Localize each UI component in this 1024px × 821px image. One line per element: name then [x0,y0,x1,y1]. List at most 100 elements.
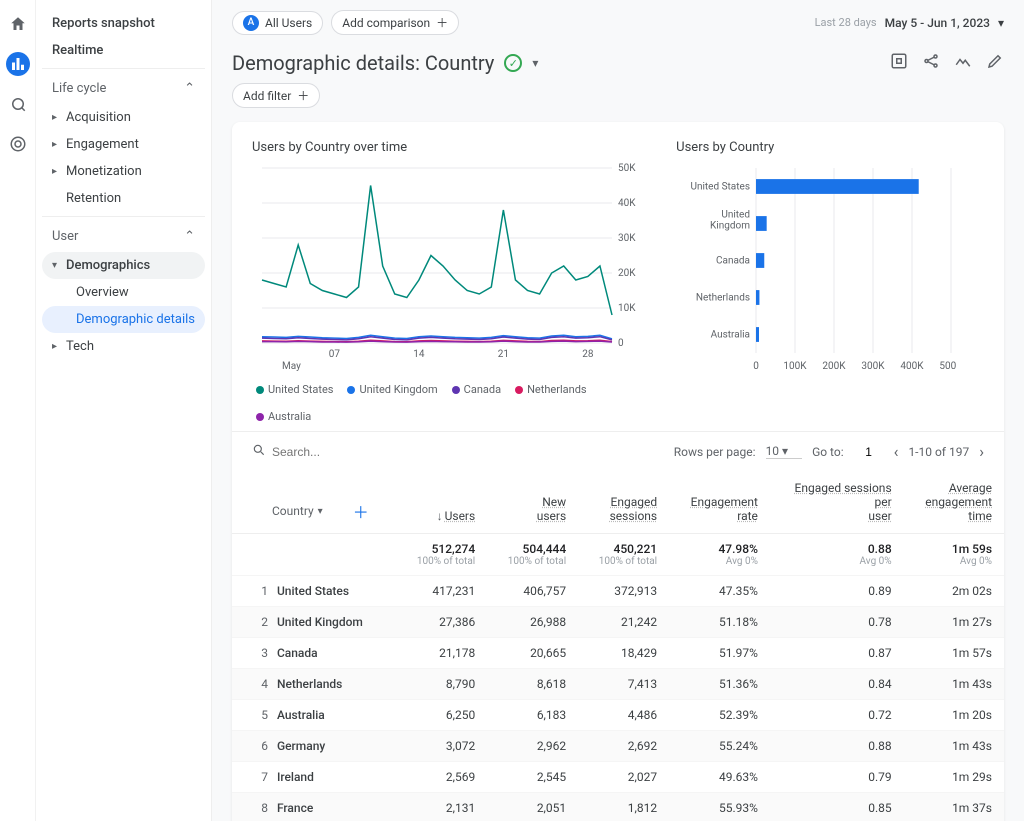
value-cell: 0.89 [770,576,904,607]
table-row[interactable]: 2 United Kingdom27,38626,98821,24251.18%… [232,607,1004,638]
value-cell: 21,242 [578,607,669,638]
totals-cell: 512,274100% of total [396,534,487,576]
value-cell: 2,962 [487,731,578,762]
column-header[interactable]: Engaged sessionsperuser [770,471,904,534]
legend-item[interactable]: Netherlands [515,383,587,396]
lifecycle-label: Life cycle [52,81,106,96]
nav-label: Monetization [66,164,142,179]
goto-label: Go to: [812,445,844,459]
value-cell: 2,051 [487,793,578,821]
country-cell: 5 Australia [232,700,396,731]
svg-text:40K: 40K [618,198,636,209]
nav-demographic-details[interactable]: Demographic details [42,306,205,333]
search-box[interactable] [252,443,658,460]
value-cell: 1m 57s [904,638,1004,669]
value-cell: 51.18% [669,607,770,638]
legend-item[interactable]: Canada [452,383,501,396]
sidebar: Reports snapshot Realtime Life cycle⌃ ▸A… [36,0,211,821]
svg-text:14: 14 [413,349,425,360]
table-row[interactable]: 3 Canada21,17820,66518,42951.97%0.871m 5… [232,638,1004,669]
share-icon[interactable] [922,52,940,74]
nav-monetization[interactable]: ▸Monetization [42,158,205,185]
legend-item[interactable]: United States [256,383,333,396]
country-column-label: Country [272,504,314,518]
nav-retention[interactable]: Retention [42,185,205,212]
value-cell: 406,757 [487,576,578,607]
date-range-picker[interactable]: Last 28 days May 5 - Jun 1, 2023 ▾ [815,16,1004,30]
next-page-icon[interactable]: › [979,442,984,461]
chevron-down-icon[interactable]: ▾ [318,506,323,517]
chevron-down-icon[interactable]: ▾ [532,56,538,70]
column-header[interactable]: Newusers [487,471,578,534]
totals-cell: 0.88Avg 0% [770,534,904,576]
svg-text:21: 21 [498,349,509,360]
chip-all-users[interactable]: AAll Users [232,11,323,35]
caret-right-icon: ▸ [52,139,60,150]
report-card: Users by Country over time 50K40K30K20K1… [232,122,1004,821]
column-header[interactable]: Engagementrate [669,471,770,534]
edit-icon[interactable] [986,52,1004,74]
reports-icon[interactable] [6,52,30,76]
nav-demographics[interactable]: ▾Demographics [42,252,205,279]
chip-add-filter[interactable]: Add filter＋ [232,83,320,108]
nav-tech[interactable]: ▸Tech [42,333,205,360]
avatar-icon: A [243,15,259,31]
advertising-icon[interactable] [6,132,30,156]
add-dimension-icon[interactable]: ＋ [353,499,369,523]
search-icon [252,443,266,460]
legend-item[interactable]: United Kingdom [347,383,437,396]
value-cell: 2,027 [578,762,669,793]
table-row[interactable]: 7 Ireland2,5692,5452,02749.63%0.791m 29s [232,762,1004,793]
icon-rail [0,0,36,821]
nav-acquisition[interactable]: ▸Acquisition [42,104,205,131]
value-cell: 47.35% [669,576,770,607]
add-filter-label: Add filter [243,89,291,103]
metric-label: Averageengagementtime [925,481,992,523]
value-cell: 1m 43s [904,669,1004,700]
table-row[interactable]: 6 Germany3,0722,9622,69255.24%0.881m 43s [232,731,1004,762]
legend-item[interactable]: Australia [256,410,311,423]
home-icon[interactable] [6,12,30,36]
demographics-label: Demographics [66,258,150,273]
section-user[interactable]: User⌃ [42,221,205,252]
titlebar: Demographic details: Country ✓ ▾ [212,45,1024,79]
metric-label: Engaged sessionsperuser [795,481,892,523]
svg-text:400K: 400K [901,361,925,372]
line-chart-legend: United States United Kingdom Canada Netherl… [252,377,652,423]
nav-reports-snapshot[interactable]: Reports snapshot [42,10,205,37]
country-column-header[interactable]: Country ▾ ＋ [232,471,396,534]
nav-label: Acquisition [66,110,131,125]
nav-overview[interactable]: Overview [42,279,205,306]
legend-label: Australia [268,410,311,423]
customize-icon[interactable] [890,52,908,74]
section-lifecycle[interactable]: Life cycle⌃ [42,73,205,104]
svg-text:May: May [282,361,301,372]
rows-per-page-select[interactable]: 10 ▾ [766,444,803,459]
chip-add-comparison[interactable]: Add comparison＋ [331,10,459,35]
svg-text:100K: 100K [784,361,808,372]
table-row[interactable]: 4 Netherlands8,7908,6187,41351.36%0.841m… [232,669,1004,700]
table-row[interactable]: 1 United States417,231406,757372,91347.3… [232,576,1004,607]
search-input[interactable] [272,445,427,459]
table-row[interactable]: 8 France2,1312,0511,81255.93%0.851m 37s [232,793,1004,821]
explore-icon[interactable] [6,92,30,116]
goto-input[interactable] [854,445,884,459]
value-cell: 1,812 [578,793,669,821]
value-cell: 0.72 [770,700,904,731]
line-chart-panel: Users by Country over time 50K40K30K20K1… [252,140,652,423]
nav-engagement[interactable]: ▸Engagement [42,131,205,158]
value-cell: 0.88 [770,731,904,762]
column-header[interactable]: Averageengagementtime [904,471,1004,534]
prev-page-icon[interactable]: ‹ [894,442,899,461]
table-row[interactable]: 5 Australia6,2506,1834,48652.39%0.721m 2… [232,700,1004,731]
legend-label: United States [268,383,333,396]
insights-icon[interactable] [954,52,972,74]
value-cell: 8,618 [487,669,578,700]
value-cell: 3,072 [396,731,487,762]
nav-realtime[interactable]: Realtime [42,37,205,64]
column-header[interactable]: Engagedsessions [578,471,669,534]
column-header[interactable]: ↓Users [396,471,487,534]
value-cell: 372,913 [578,576,669,607]
value-cell: 26,988 [487,607,578,638]
value-cell: 0.79 [770,762,904,793]
